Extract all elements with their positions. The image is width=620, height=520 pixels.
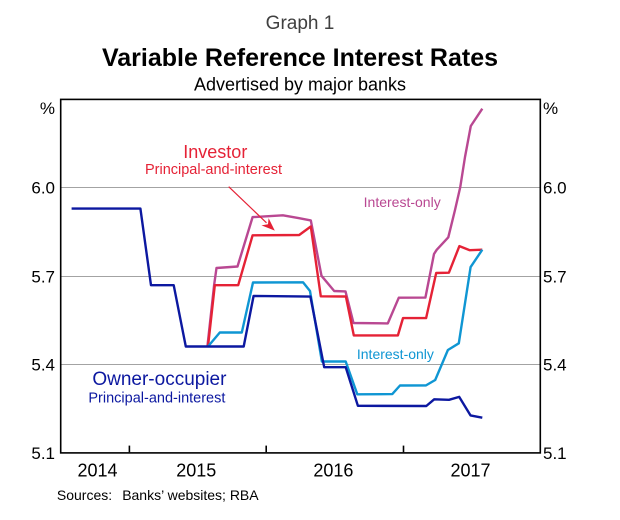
svg-text:6.0: 6.0	[31, 178, 55, 197]
svg-text:5.4: 5.4	[543, 356, 567, 375]
svg-text:%: %	[40, 99, 55, 118]
svg-text:Interest-only: Interest-only	[357, 346, 434, 362]
svg-text:Graph 1: Graph 1	[266, 13, 335, 34]
svg-text:Banks’ websites; RBA: Banks’ websites; RBA	[122, 487, 259, 503]
svg-text:2016: 2016	[313, 461, 353, 481]
svg-text:5.1: 5.1	[543, 444, 567, 463]
svg-text:5.1: 5.1	[31, 444, 55, 463]
svg-text:Investor: Investor	[183, 142, 247, 162]
svg-text:2017: 2017	[450, 461, 490, 481]
svg-text:Sources:: Sources:	[57, 487, 112, 503]
svg-text:Principal-and-interest: Principal-and-interest	[88, 391, 225, 407]
svg-text:Variable Reference Interest Ra: Variable Reference Interest Rates	[102, 44, 498, 72]
svg-text:Owner-occupier: Owner-occupier	[92, 369, 227, 390]
svg-text:5.7: 5.7	[543, 267, 567, 286]
svg-text:%: %	[543, 99, 558, 118]
svg-text:2014: 2014	[77, 461, 117, 481]
svg-text:Principal-and-interest: Principal-and-interest	[145, 162, 282, 178]
svg-text:6.0: 6.0	[543, 178, 567, 197]
svg-text:2015: 2015	[176, 461, 216, 481]
svg-text:5.4: 5.4	[31, 356, 55, 375]
svg-text:Interest-only: Interest-only	[364, 194, 441, 210]
svg-text:Advertised by major banks: Advertised by major banks	[194, 75, 406, 95]
svg-text:5.7: 5.7	[31, 267, 55, 286]
